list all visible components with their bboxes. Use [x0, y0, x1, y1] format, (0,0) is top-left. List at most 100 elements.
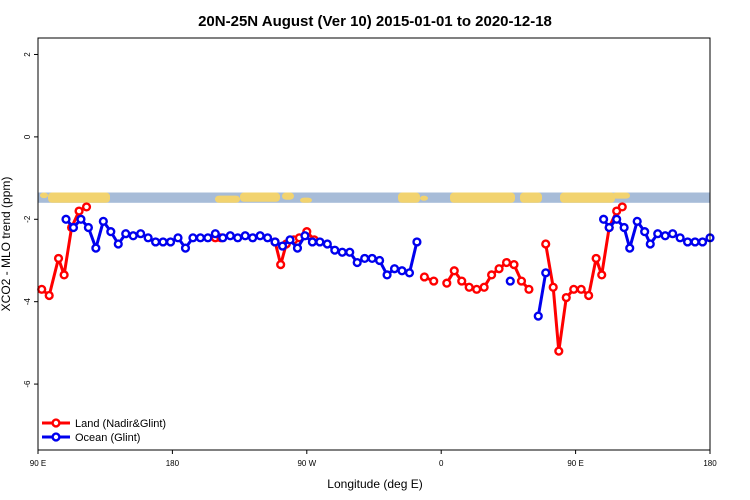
data-point: [569, 284, 579, 294]
legend: Land (Nadir&Glint) Ocean (Glint): [42, 418, 166, 444]
data-point: [81, 202, 92, 212]
data-point: [554, 346, 564, 356]
legend-label: Land (Nadir&Glint): [75, 418, 166, 430]
data-point: [292, 243, 303, 253]
map-land-patch: [450, 192, 515, 203]
data-point: [270, 237, 280, 247]
map-ocean: [38, 192, 710, 203]
data-point: [44, 290, 54, 301]
data-point: [218, 233, 228, 243]
data-point: [210, 229, 220, 239]
data-point: [53, 253, 64, 264]
map-land-patch: [612, 192, 630, 199]
data-point: [68, 222, 79, 233]
data-point: [501, 257, 512, 268]
map-land-patch: [420, 195, 428, 201]
y-tick-label: -6: [23, 380, 32, 388]
data-point: [225, 231, 235, 241]
data-point: [83, 222, 94, 233]
data-point: [533, 311, 543, 321]
data-point: [598, 214, 609, 224]
data-point: [233, 233, 243, 243]
data-point: [203, 233, 213, 243]
data-point: [136, 229, 146, 239]
data-point: [180, 243, 191, 253]
y-axis: 2 0 -2 -4 -6: [23, 52, 38, 388]
data-point: [524, 284, 534, 294]
x-axis-label: Longitude (deg E): [327, 477, 422, 491]
data-point: [76, 214, 86, 224]
map-land-patch: [398, 192, 420, 203]
data-point: [397, 266, 407, 276]
data-point: [143, 233, 153, 243]
data-point: [561, 292, 571, 303]
data-point: [345, 247, 355, 257]
data-point: [612, 214, 622, 224]
data-point: [541, 239, 551, 249]
data-point: [195, 233, 206, 243]
data-point: [690, 237, 700, 247]
map-land-patch: [60, 194, 90, 201]
map-land-patch: [240, 192, 280, 202]
data-point: [597, 270, 607, 280]
data-point: [322, 239, 332, 249]
data-point: [668, 229, 678, 239]
data-point: [660, 231, 670, 241]
chart-title: 20N-25N August (Ver 10) 2015-01-01 to 20…: [198, 13, 552, 30]
data-point: [113, 239, 123, 249]
data-point: [240, 231, 250, 241]
data-point: [276, 260, 286, 270]
data-point: [61, 214, 71, 224]
x-axis: 90 E 180 90 W 0 90 E 180: [30, 450, 717, 468]
data-point: [285, 235, 295, 245]
series-land: [37, 202, 627, 356]
data-point: [516, 276, 527, 286]
data-point: [375, 255, 385, 266]
data-point: [37, 284, 47, 294]
data-point: [505, 276, 515, 286]
x-tick-label: 180: [166, 459, 180, 468]
data-point: [619, 222, 629, 233]
data-point: [277, 241, 288, 251]
data-point: [584, 290, 594, 301]
data-point: [307, 237, 318, 247]
data-point: [188, 233, 198, 243]
y-tick-label: 2: [23, 52, 32, 57]
data-point: [541, 268, 551, 278]
series-layer: [37, 202, 715, 356]
data-point: [591, 253, 601, 264]
data-point: [494, 264, 504, 274]
data-point: [675, 233, 685, 243]
legend-swatch-marker: [51, 432, 61, 442]
data-point: [509, 260, 519, 270]
data-point: [479, 282, 489, 292]
data-point: [367, 253, 377, 264]
data-point: [404, 268, 415, 278]
map-land-patch: [520, 192, 542, 203]
data-point: [330, 245, 340, 255]
data-point: [464, 282, 474, 292]
y-tick-label: -2: [23, 215, 32, 223]
data-point: [653, 229, 663, 239]
data-point: [382, 270, 392, 280]
legend-swatch-marker: [51, 418, 61, 428]
data-point: [360, 253, 370, 264]
data-point: [429, 276, 439, 286]
data-point: [106, 227, 116, 237]
data-point: [472, 284, 482, 294]
x-tick-label: 180: [703, 459, 717, 468]
data-point: [337, 247, 347, 257]
series-ocean: [61, 214, 715, 321]
data-point: [487, 270, 497, 280]
x-tick-label: 90 E: [567, 459, 583, 468]
x-tick-label: 0: [439, 459, 444, 468]
y-axis-label: XCO2 - MLO trend (ppm): [0, 177, 13, 312]
data-point: [697, 237, 708, 247]
y-tick-label: -4: [23, 298, 32, 306]
data-point: [640, 227, 650, 237]
data-point: [442, 278, 452, 288]
data-point: [632, 216, 642, 226]
data-point: [576, 284, 586, 294]
map-strip: [38, 192, 710, 203]
